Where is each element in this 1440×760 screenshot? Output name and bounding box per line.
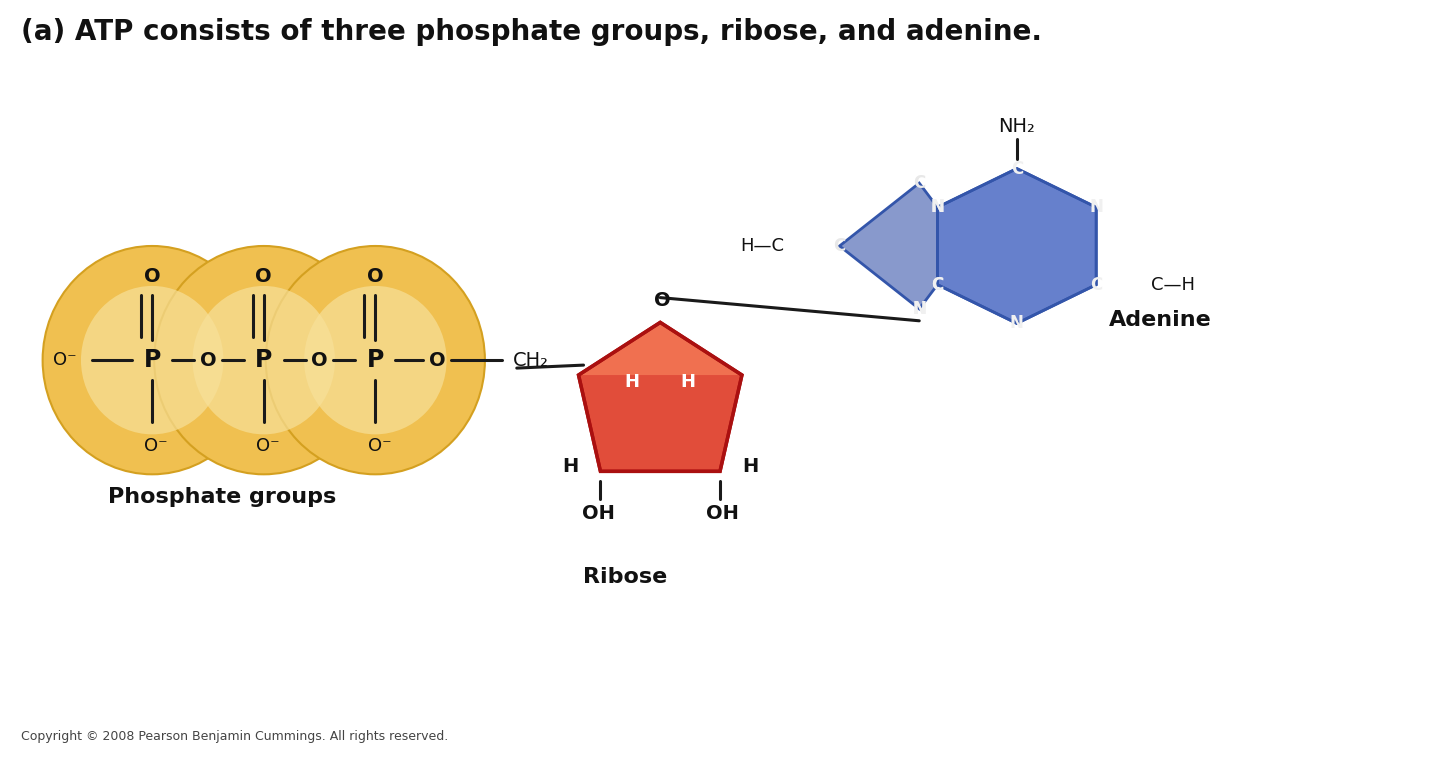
Text: O: O — [654, 291, 671, 310]
Text: C: C — [932, 276, 943, 293]
Text: (a) ATP consists of three phosphate groups, ribose, and adenine.: (a) ATP consists of three phosphate grou… — [20, 17, 1041, 46]
Text: N: N — [930, 198, 945, 217]
Text: NH₂: NH₂ — [998, 117, 1035, 136]
Text: CH₂: CH₂ — [513, 350, 549, 369]
Text: P: P — [255, 348, 272, 372]
Text: O⁻: O⁻ — [144, 436, 168, 454]
Text: O⁻: O⁻ — [53, 351, 76, 369]
Text: C: C — [932, 276, 943, 293]
Text: C: C — [1011, 160, 1022, 178]
Polygon shape — [579, 322, 742, 471]
Ellipse shape — [304, 286, 446, 435]
Text: Ribose: Ribose — [583, 566, 668, 587]
Text: C: C — [834, 237, 845, 255]
Text: N: N — [1009, 315, 1024, 332]
Text: N: N — [913, 300, 926, 318]
Text: N: N — [913, 300, 926, 318]
Text: Adenine: Adenine — [1109, 310, 1211, 331]
Text: H—C: H—C — [740, 237, 785, 255]
Polygon shape — [840, 183, 937, 309]
Polygon shape — [937, 169, 1096, 324]
Text: Phosphate groups: Phosphate groups — [108, 487, 336, 507]
Text: O: O — [367, 268, 383, 287]
Text: O: O — [255, 268, 272, 287]
Text: O: O — [144, 268, 160, 287]
Text: Copyright © 2008 Pearson Benjamin Cummings. All rights reserved.: Copyright © 2008 Pearson Benjamin Cummin… — [20, 730, 448, 743]
Text: H: H — [742, 457, 757, 476]
Text: P: P — [367, 348, 384, 372]
Text: O: O — [429, 350, 445, 369]
Text: O: O — [200, 350, 216, 369]
Text: N: N — [1089, 198, 1103, 217]
Text: H: H — [681, 373, 696, 391]
Text: H: H — [563, 457, 579, 476]
Ellipse shape — [193, 286, 336, 435]
Ellipse shape — [266, 246, 485, 474]
Text: H: H — [625, 373, 639, 391]
Text: OH: OH — [706, 504, 739, 523]
Text: O⁻: O⁻ — [256, 436, 279, 454]
Text: O: O — [311, 350, 328, 369]
Polygon shape — [579, 375, 742, 471]
Text: OH: OH — [582, 504, 615, 523]
Text: O⁻: O⁻ — [367, 436, 392, 454]
Text: C: C — [913, 174, 926, 192]
Text: C—H: C—H — [1151, 276, 1195, 293]
Ellipse shape — [154, 246, 373, 474]
Text: P: P — [144, 348, 161, 372]
Text: C: C — [1090, 276, 1103, 293]
Ellipse shape — [43, 246, 262, 474]
Ellipse shape — [81, 286, 223, 435]
Text: N: N — [930, 198, 945, 217]
